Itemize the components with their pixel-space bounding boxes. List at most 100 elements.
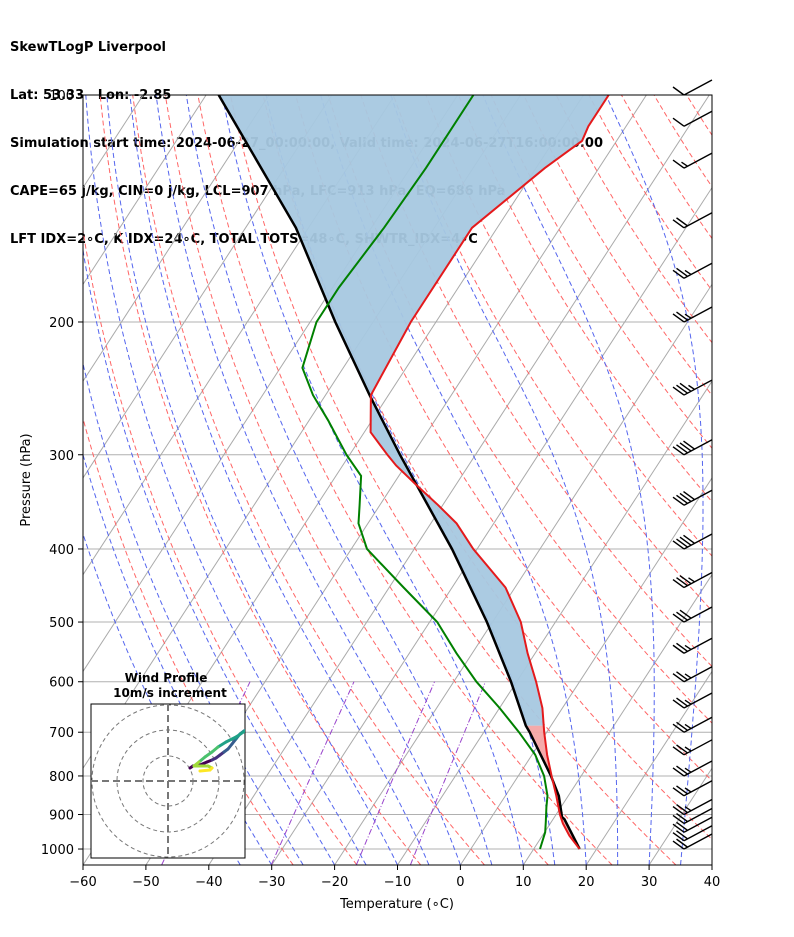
wind-barb-flag	[676, 577, 688, 587]
wind-barb-flag	[679, 382, 692, 392]
x-axis-label: Temperature (∘C)	[339, 897, 454, 912]
wind-barb	[672, 637, 713, 654]
dry-adiabat-line	[752, 95, 794, 865]
isotherm-line	[83, 95, 333, 479]
parcel-profile-line	[217, 95, 581, 850]
wind-barb	[672, 110, 713, 127]
wind-barb-flag	[676, 611, 688, 621]
isotherm-line	[83, 95, 270, 383]
wind-barb	[672, 739, 713, 756]
wind-barb	[672, 379, 713, 396]
isotherm-line	[83, 95, 207, 286]
wind-barb-flag	[672, 805, 685, 816]
wind-barb-shaft	[683, 798, 713, 816]
hodograph-segment	[234, 729, 245, 739]
dry-adiabat-line	[490, 95, 712, 449]
moist-adiabat-line	[390, 95, 619, 865]
wind-barb-flag	[672, 540, 685, 550]
mixing-ratio-line	[409, 681, 486, 865]
p-tick-label: 300	[49, 449, 74, 464]
wind-barb-flag	[676, 384, 688, 394]
wind-barb-flag	[672, 86, 685, 96]
wind-barb-flag	[672, 673, 685, 683]
x-tick-label: 20	[578, 875, 595, 890]
wind-barb-flag	[672, 746, 685, 756]
wind-barb-flag	[683, 440, 695, 450]
wind-barb	[672, 798, 713, 816]
wind-barb-shaft	[683, 571, 713, 589]
wind-barb-shaft	[683, 379, 713, 396]
wind-barb-half	[681, 161, 688, 167]
wind-barb	[672, 833, 713, 850]
wind-barb-flag	[672, 578, 685, 589]
wind-barb-shaft	[683, 489, 713, 506]
wind-barb-flag	[672, 219, 685, 229]
wind-barb-flag	[676, 785, 688, 795]
wind-barb-flag	[676, 821, 688, 831]
dry-adiabat-line	[588, 95, 712, 292]
wind-barb-shaft	[683, 825, 713, 842]
wind-barb-half	[684, 787, 692, 793]
wind-barb-flag	[672, 644, 685, 654]
wind-barb-flag	[672, 840, 685, 850]
wind-barb-shaft	[683, 533, 713, 550]
wind-barb-half	[684, 746, 692, 752]
wind-barb-shaft	[683, 79, 713, 96]
moist-adiabat-line	[185, 95, 493, 865]
wind-barb-flag	[672, 823, 685, 833]
wind-barb-shaft	[683, 637, 713, 654]
x-tick-label: −10	[384, 875, 411, 890]
p-tick-label: 1000	[41, 843, 74, 858]
wind-barb-flag	[676, 697, 688, 707]
dry-adiabat-line	[523, 95, 712, 397]
x-tick-label: 40	[704, 875, 721, 890]
p-tick-label: 900	[49, 809, 74, 824]
wind-barb-flag	[676, 642, 688, 652]
x-tick-label: −20	[321, 875, 348, 890]
isotherm-line	[334, 283, 712, 865]
title-line-station: SkewTLogP Liverpool	[10, 40, 166, 55]
wind-barb-shaft	[683, 833, 713, 850]
mixing-ratio-line	[270, 681, 355, 865]
wind-barb-half	[684, 806, 692, 812]
wind-barb	[672, 760, 713, 777]
temperature-profile-line	[369, 95, 610, 850]
wind-barb-flag	[676, 267, 688, 277]
wind-barb	[672, 533, 713, 550]
wind-barb-shaft	[683, 692, 713, 709]
hodograph-segment	[216, 740, 228, 749]
x-tick-label: 0	[456, 875, 464, 890]
wind-barb-flag	[676, 765, 688, 775]
isotherm-line	[648, 767, 712, 865]
wind-barb-shaft	[683, 152, 713, 169]
wind-barb-flag	[672, 613, 685, 623]
cape-area	[218, 95, 609, 726]
wind-barb-flag	[676, 813, 688, 823]
dry-adiabat-line	[425, 95, 712, 557]
wind-barb-flag	[672, 767, 685, 777]
wind-barb	[672, 825, 713, 842]
wind-barb-half	[684, 767, 692, 773]
wind-barb	[672, 262, 713, 279]
wind-barb-half	[684, 644, 692, 651]
wind-barb-shaft	[683, 306, 713, 323]
x-tick-label: −30	[258, 875, 285, 890]
moist-adiabat-line	[155, 95, 461, 865]
isotherm-line	[585, 670, 712, 865]
wind-barb-half	[684, 313, 692, 319]
x-tick-label: 10	[515, 875, 532, 890]
wind-barb-flag	[676, 671, 688, 681]
wind-barb-half	[688, 577, 695, 583]
dry-adiabat-line	[164, 95, 549, 865]
inset-subtitle: 10m/s increment	[113, 686, 227, 700]
wind-barb-shaft	[683, 760, 713, 777]
hodograph-segment	[224, 735, 238, 744]
isotherm-line	[459, 477, 712, 865]
wind-barb-shaft	[683, 439, 713, 456]
wind-profile-inset: Wind Profile 10m/s increment	[90, 671, 246, 859]
wind-barb-shaft	[683, 780, 713, 797]
wind-barb-flag	[676, 744, 688, 754]
wind-barb-flag	[676, 444, 688, 454]
wind-barb	[672, 666, 713, 683]
